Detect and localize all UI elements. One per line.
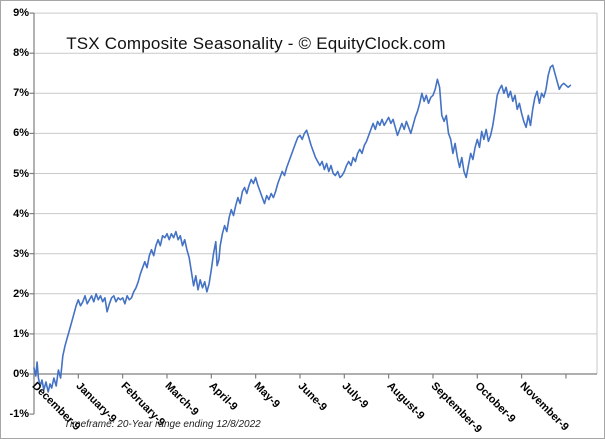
series-line — [33, 64, 572, 393]
x-axis-label: April-9 — [206, 380, 240, 414]
x-axis-label: November-9 — [517, 380, 571, 434]
y-axis-label: 8% — [13, 47, 29, 60]
x-axis-label: July-9 — [339, 380, 371, 411]
y-axis-label: 7% — [13, 87, 29, 100]
y-axis-label: 1% — [13, 327, 29, 340]
x-axis-label: March-9 — [162, 380, 201, 419]
x-axis-label: October-9 — [472, 380, 519, 426]
y-axis-label: 6% — [13, 127, 29, 140]
x-axis-label: August-9 — [384, 380, 427, 423]
y-axis-label: 5% — [13, 167, 29, 180]
y-axis-label: 0% — [13, 368, 29, 380]
y-axis-label: 4% — [13, 207, 29, 220]
y-axis-label: 3% — [13, 247, 29, 260]
y-axis-label: 2% — [13, 287, 29, 300]
x-axis-label: May-9 — [251, 380, 282, 411]
y-axis-label: -1% — [9, 408, 29, 421]
x-axis-label: June-9 — [295, 380, 330, 414]
chart-footnote: Timeframe: 20-Year range ending 12/8/202… — [64, 419, 261, 430]
chart-title: TSX Composite Seasonality - © EquityCloc… — [66, 34, 446, 53]
y-axis-label: 9% — [13, 7, 29, 20]
